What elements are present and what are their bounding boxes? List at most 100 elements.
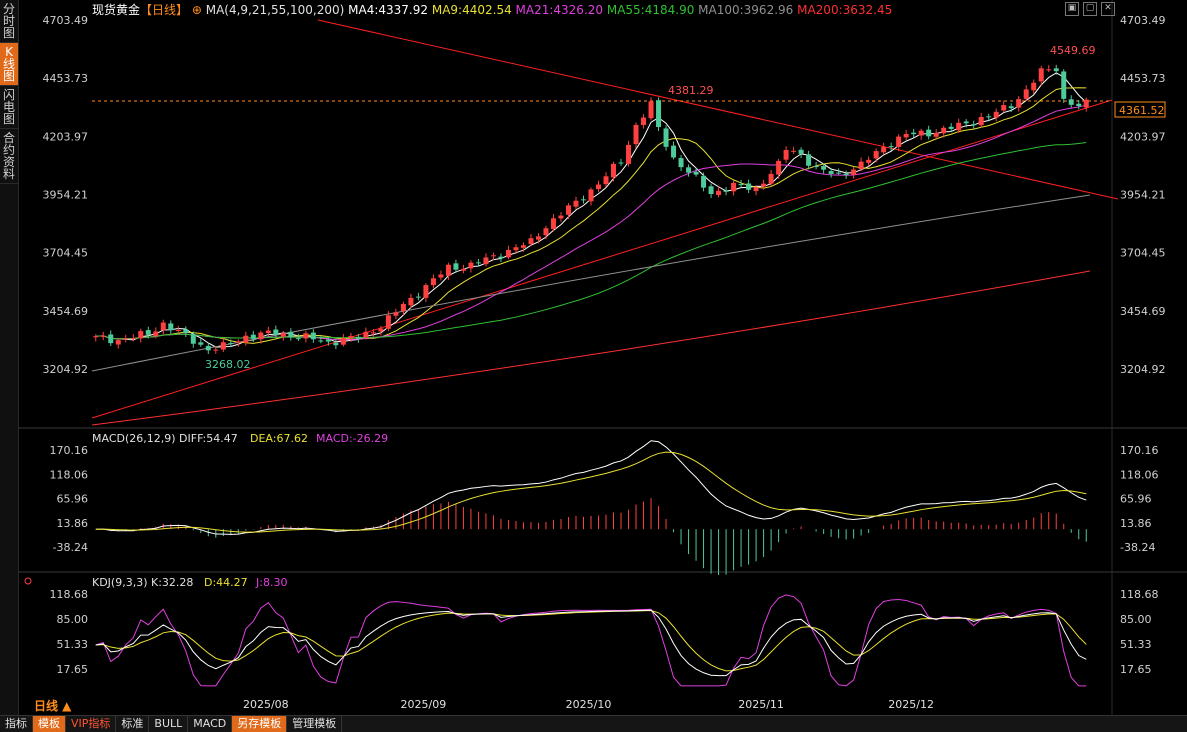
macd-tick-left: 170.16	[50, 444, 89, 457]
kdj-tick-right: 118.68	[1120, 588, 1159, 601]
kdj-tick-right: 51.33	[1120, 638, 1152, 651]
candle-body	[663, 128, 669, 147]
tab-vip-indicator[interactable]: VIP指标	[66, 716, 117, 732]
macd-value-label: MACD:-26.29	[316, 432, 388, 445]
macd-dea-line	[95, 451, 1087, 533]
tab-bull[interactable]: BULL	[149, 716, 189, 732]
current-price-label: 4361.52	[1119, 104, 1165, 117]
candle-body	[1031, 82, 1037, 91]
window-controls: ▣ ▢ ✕	[1065, 2, 1115, 16]
candle-body	[761, 183, 767, 187]
candle-body	[288, 331, 294, 338]
price-tick-right: 4703.49	[1120, 14, 1166, 27]
close-icon[interactable]: ✕	[1101, 2, 1115, 16]
tab-lightning[interactable]: 闪电图	[0, 86, 18, 129]
kdj-tick-left: 118.68	[50, 588, 89, 601]
candle-body	[250, 334, 256, 339]
tab-template[interactable]: 模板	[33, 716, 66, 732]
candle-body	[603, 176, 609, 185]
candle-body	[1053, 68, 1059, 72]
candle-body	[138, 331, 144, 339]
candle-body	[153, 331, 159, 337]
candle-body	[678, 158, 684, 168]
candle-body	[198, 342, 204, 345]
macd-title: MACD(26,12,9) DIFF:54.47	[92, 432, 238, 445]
annotation-low: 3268.02	[205, 358, 251, 371]
x-axis-label: 2025/11	[738, 698, 784, 711]
candle-body	[836, 172, 842, 174]
tab-timeshare[interactable]: 分时图	[0, 0, 18, 43]
tab-standard[interactable]: 标准	[116, 716, 150, 732]
candle-body	[258, 332, 264, 340]
candle-body	[843, 173, 849, 175]
tab-contract-info[interactable]: 合约资料	[0, 129, 18, 184]
chart-header: 现货黄金【日线】 ⊕ MA(4,9,21,55,100,200) MA4:433…	[92, 2, 892, 17]
candle-body	[723, 190, 729, 192]
candle-body	[963, 121, 969, 124]
restore-icon[interactable]: ▢	[1083, 2, 1097, 16]
macd-tick-left: 65.96	[57, 493, 89, 506]
candle-body	[573, 200, 579, 207]
price-tick-left: 3704.45	[43, 247, 89, 260]
candle-body	[911, 132, 917, 135]
ma100-line	[91, 194, 1091, 372]
candle-body	[393, 312, 399, 316]
chart-canvas[interactable]: 现货黄金【日线】 ⊕ MA(4,9,21,55,100,200) MA4:433…	[0, 0, 1187, 716]
candle-body	[1046, 69, 1052, 71]
layout-icon[interactable]: ▣	[1065, 2, 1079, 16]
candle-body	[986, 116, 992, 118]
tab-kline[interactable]: K线图	[0, 43, 18, 86]
candle-body	[926, 129, 932, 137]
candle-body	[543, 228, 549, 236]
period-selector[interactable]: 日线 ▲	[34, 699, 72, 713]
tab-save-template[interactable]: 另存模板	[232, 716, 288, 732]
price-tick-left: 3454.69	[43, 305, 89, 318]
candle-body	[1023, 89, 1029, 99]
candle-body	[828, 171, 834, 174]
candle-body	[303, 333, 309, 339]
candle-body	[243, 335, 249, 343]
candle-body	[310, 332, 316, 340]
price-tick-right: 3704.45	[1120, 247, 1166, 260]
candle-body	[896, 136, 902, 147]
trendline-support	[91, 99, 1113, 419]
candle-body	[93, 336, 99, 338]
candle-body	[295, 338, 301, 340]
macd-tick-right: 118.06	[1120, 468, 1159, 481]
tab-indicator[interactable]: 指标	[0, 716, 33, 732]
ma9-line	[95, 87, 1087, 344]
price-tick-left: 4203.97	[43, 130, 89, 143]
kdj-j-label: J:8.30	[255, 576, 287, 589]
candle-body	[813, 166, 819, 168]
candle-body	[348, 335, 354, 339]
candle-body	[866, 159, 872, 163]
candle-body	[1016, 99, 1022, 108]
candle-body	[978, 117, 984, 126]
candle-body	[873, 151, 879, 159]
candle-body	[220, 342, 226, 350]
annotation-mid-high: 4381.29	[668, 84, 714, 97]
candle-body	[475, 262, 481, 264]
macd-diff-line	[95, 440, 1087, 535]
candle-body	[776, 160, 782, 175]
candle-body	[641, 117, 647, 125]
candle-body	[1008, 106, 1014, 109]
candle-body	[746, 183, 752, 190]
candle-body	[483, 257, 489, 265]
price-tick-left: 4703.49	[43, 14, 89, 27]
annotation-high: 4549.69	[1050, 44, 1096, 57]
candle-body	[633, 124, 639, 145]
candle-body	[798, 149, 804, 154]
candle-body	[558, 215, 564, 219]
macd-tick-left: 118.06	[50, 468, 89, 481]
kdj-k-line	[95, 609, 1087, 677]
price-tick-right: 4203.97	[1120, 130, 1166, 143]
candle-body	[933, 132, 939, 137]
tab-macd[interactable]: MACD	[188, 716, 233, 732]
macd-dea-label: DEA:67.62	[250, 432, 308, 445]
candle-body	[993, 111, 999, 118]
tab-manage-template[interactable]: 管理模板	[287, 716, 343, 732]
candle-body	[656, 100, 662, 128]
candle-body	[1076, 103, 1082, 107]
candle-body	[783, 149, 789, 160]
